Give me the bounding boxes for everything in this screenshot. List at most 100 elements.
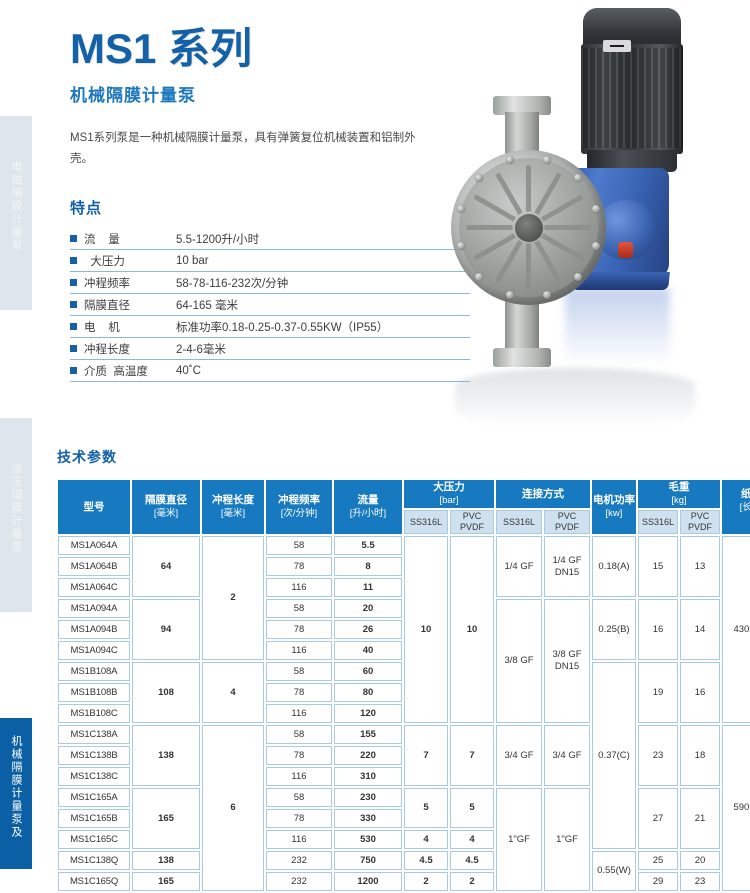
th-stroke-frequency-label: 冲程频率 <box>278 494 320 506</box>
spec-table: 型号 隔膜直径 [毫米] 冲程长度 [毫米] 冲程频率 [次/分钟] 流量 [升… <box>56 478 750 893</box>
cell-connection-pvcpvdf: 1/4 GF DN15 <box>544 536 590 597</box>
th-gross-weight-label: 毛重 <box>668 481 690 493</box>
table-row: MS1C138B 78 220 <box>58 746 750 765</box>
table-row: MS1C138Q 138 232 750 4.5 4.5 0.55(W) 25 20 <box>58 851 750 891</box>
header-row-sub: SS316L PVC PVDF SS316L PVC PVDF SS316L P… <box>58 510 750 534</box>
cell-stroke-frequency: 232 <box>266 851 332 870</box>
bullet-square-icon <box>70 345 77 352</box>
th-gross-weight-unit: [kg] <box>671 495 687 506</box>
th-motor-power-label: 电机功率 <box>593 494 635 506</box>
bullet-square-icon <box>70 257 77 264</box>
pump-head-hub <box>515 214 543 242</box>
stroke-adjust-knob <box>618 242 633 258</box>
spec-table-head: 型号 隔膜直径 [毫米] 冲程长度 [毫米] 冲程频率 [次/分钟] 流量 [升… <box>58 480 750 534</box>
sidebar-item-label: 机械隔膜计量泵及 <box>10 734 22 839</box>
th-motor-power-unit: [kw] <box>605 508 623 519</box>
sidebar-item-label: 液压隔膜计量泵 <box>10 462 22 554</box>
cell-stroke-frequency: 116 <box>266 830 332 849</box>
cell-flow: 60 <box>334 662 402 681</box>
cell-diaphragm-dia: 138 <box>132 851 200 870</box>
sidebar-item-hydraulic-pump[interactable]: 液压隔膜计量泵 <box>0 418 32 612</box>
cell-diaphragm-dia: 138 <box>132 725 200 786</box>
feature-row: 流 量 5.5-1200升/小时 <box>70 228 470 250</box>
cell-flow: 155 <box>334 725 402 744</box>
cell-model: MS1B108A <box>58 662 130 681</box>
cell-pressure-ss316l: 7 <box>404 725 448 786</box>
suction-port-neck <box>505 300 539 352</box>
cell-flow: 750 <box>334 851 402 870</box>
header-row-main: 型号 隔膜直径 [毫米] 冲程长度 [毫米] 冲程频率 [次/分钟] 流量 [升… <box>58 480 750 534</box>
cell-pressure-pvcpvdf: 2 <box>450 872 494 891</box>
suction-port-flange <box>493 348 551 367</box>
cell-weight-ss316l: 29 <box>638 872 678 891</box>
th-stroke-length-label: 冲程长度 <box>212 494 254 506</box>
pump-head-bolt <box>475 174 483 182</box>
sidebar: 电磁隔膜计量泵 液压隔膜计量泵 机械隔膜计量泵及 <box>0 0 32 869</box>
cell-weight-pvcpvdf: 21 <box>680 788 720 849</box>
th-connection-pvcpvdf: PVC PVDF <box>544 510 590 534</box>
bullet-square-icon <box>70 279 77 286</box>
th-pressure: 大压力 [bar] <box>404 480 494 508</box>
th-weight-ss316l: SS316L <box>638 510 678 534</box>
feature-label: 大压力 <box>84 255 125 268</box>
sidebar-item-mechanical-pump[interactable]: 机械隔膜计量泵及 <box>0 718 32 869</box>
intro-paragraph: MS1系列泵是一种机械隔膜计量泵，具有弹簧复位机械装置和铝制外壳。 <box>70 132 416 165</box>
cell-flow: 310 <box>334 767 402 786</box>
bullet-square-icon <box>70 235 77 242</box>
sidebar-item-electromagnetic-pump[interactable]: 电磁隔膜计量泵 <box>0 116 32 310</box>
th-gross-weight: 毛重 [kg] <box>638 480 720 508</box>
cell-model: MS1A064B <box>58 557 130 576</box>
cell-stroke-frequency: 232 <box>266 872 332 891</box>
cell-pressure-pvcpvdf: 4 <box>450 830 494 849</box>
photo-reflection <box>455 368 695 428</box>
cell-model: MS1A094A <box>58 599 130 618</box>
th-pressure-pvcpvdf: PVC PVDF <box>450 510 494 534</box>
feature-label: 电 机 <box>84 321 120 334</box>
table-row: MS1B108A 108 4 58 60 0.37(C) 19 16 <box>58 662 750 849</box>
th-motor-power: 电机功率 [kw] <box>592 480 636 534</box>
cell-flow: 230 <box>334 788 402 807</box>
features-heading: 特点 <box>70 200 103 217</box>
feature-label: 冲程频率 <box>84 277 130 290</box>
cell-motor-power: 0.37(C) <box>592 662 636 849</box>
cell-connection-pvcpvdf: 3/4 GF <box>544 725 590 786</box>
table-row: MS1A094A 94 58 20 3/8 GF 3/8 GF DN15 0.25(B) 16… <box>58 599 750 723</box>
pump-head-bolt <box>573 272 582 281</box>
feature-label: 隔膜直径 <box>84 299 130 312</box>
pump-head-bolt <box>506 155 515 164</box>
table-row: MS1C138C 116 310 <box>58 767 750 786</box>
product-photo <box>415 0 750 430</box>
th-pressure-unit: [bar] <box>439 495 459 506</box>
feature-label: 介质 高温度 <box>84 365 148 378</box>
cell-weight-ss316l: 25 <box>638 851 678 870</box>
cell-motor-power: 0.25(B) <box>592 599 636 660</box>
cell-diaphragm-dia: 165 <box>132 788 200 849</box>
cell-pressure-pvcpvdf: 4.5 <box>450 851 494 870</box>
cell-pressure-ss316l: 4.5 <box>404 851 448 870</box>
cell-flow: 20 <box>334 599 402 618</box>
cell-model: MS1A094B <box>58 620 130 639</box>
cell-stroke-frequency: 78 <box>266 809 332 828</box>
cell-flow: 26 <box>334 620 402 639</box>
spec-heading: 技术参数 <box>57 449 117 465</box>
th-diaphragm-dia-unit: [毫米] <box>153 508 179 519</box>
cell-model: MS1C138Q <box>58 851 130 870</box>
cell-model: MS1C165C <box>58 830 130 849</box>
th-flow: 流量 [升/小时] <box>334 480 402 534</box>
cell-weight-ss316l: 23 <box>638 725 678 786</box>
cell-pressure-ss316l: 5 <box>404 788 448 828</box>
cell-stroke-frequency: 78 <box>266 620 332 639</box>
table-row: MS1A064A 64 2 58 5.5 10 10 1/4 GF 1/4 GF DN15 0.1… <box>58 536 750 723</box>
spec-table-body: MS1A064A 64 2 58 5.5 10 10 1/4 GF 1/4 GF DN15 0.1… <box>58 536 750 891</box>
feature-value: 40˚C <box>176 364 201 377</box>
cell-box-size: 590x400x550 <box>722 725 750 891</box>
cell-flow: 8 <box>334 557 402 576</box>
motor-body <box>581 44 683 154</box>
th-stroke-length-unit: [毫米] <box>220 508 246 519</box>
cell-flow: 220 <box>334 746 402 765</box>
cell-connection-ss316l: 3/8 GF <box>496 599 542 723</box>
cell-motor-power: 0.55(W) <box>592 851 636 891</box>
cell-stroke-frequency: 116 <box>266 704 332 723</box>
cell-weight-ss316l: 27 <box>638 788 678 849</box>
